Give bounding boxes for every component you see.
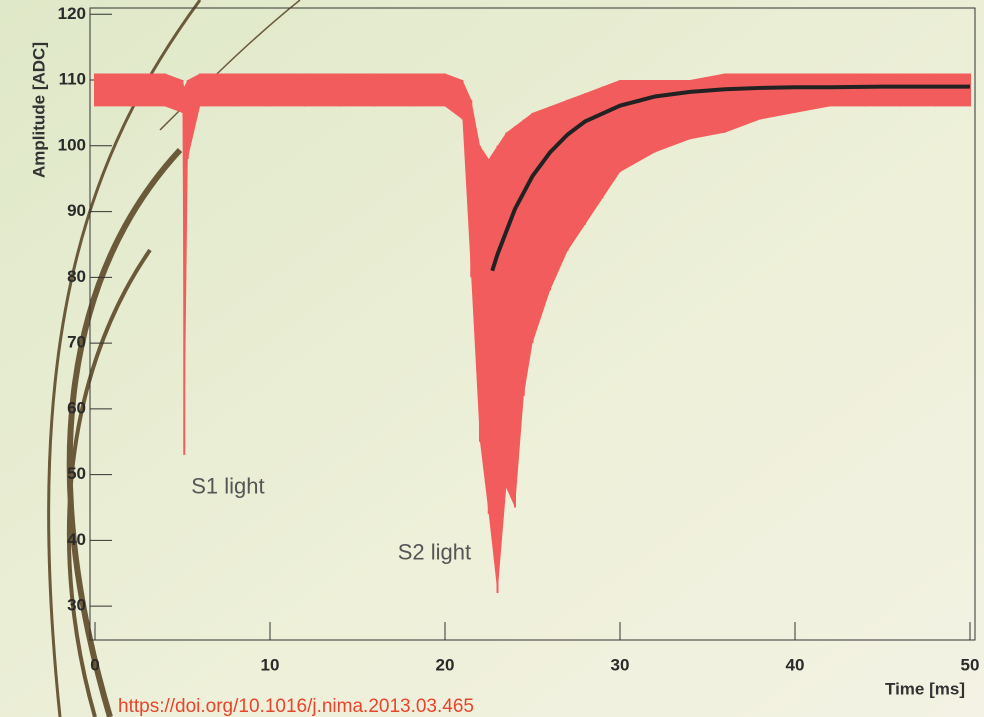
- y-tick-label: 40: [67, 530, 86, 549]
- y-tick-label: 70: [67, 333, 86, 352]
- plot-frame: [89, 7, 976, 641]
- fit-line: [490, 84, 970, 272]
- x-tick-label: 30: [611, 655, 630, 674]
- source-link[interactable]: https://doi.org/10.1016/j.nima.2013.03.4…: [118, 696, 474, 717]
- x-axis-label: Time [ms]: [885, 679, 965, 698]
- x-tick-label: 0: [90, 655, 99, 674]
- y-tick-label: 120: [58, 4, 86, 23]
- x-tick-label: 40: [786, 655, 805, 674]
- decoration: [47, 0, 301, 717]
- x-tick-label: 20: [436, 655, 455, 674]
- x-tick-label: 50: [961, 655, 980, 674]
- y-tick-label: 110: [59, 70, 86, 89]
- y-tick-label: 60: [67, 398, 86, 417]
- y-tick-label: 90: [67, 201, 86, 220]
- annotation: S1 light: [191, 474, 264, 499]
- y-tick-label: 50: [67, 464, 86, 483]
- annotation: S2 light: [398, 539, 471, 564]
- y-tick-label: 80: [67, 267, 86, 286]
- y-axis-label: Amplitude [ADC]: [29, 42, 48, 178]
- y-tick-label: 30: [67, 596, 86, 615]
- y-tick-label: 100: [58, 135, 86, 154]
- x-tick-label: 10: [261, 655, 280, 674]
